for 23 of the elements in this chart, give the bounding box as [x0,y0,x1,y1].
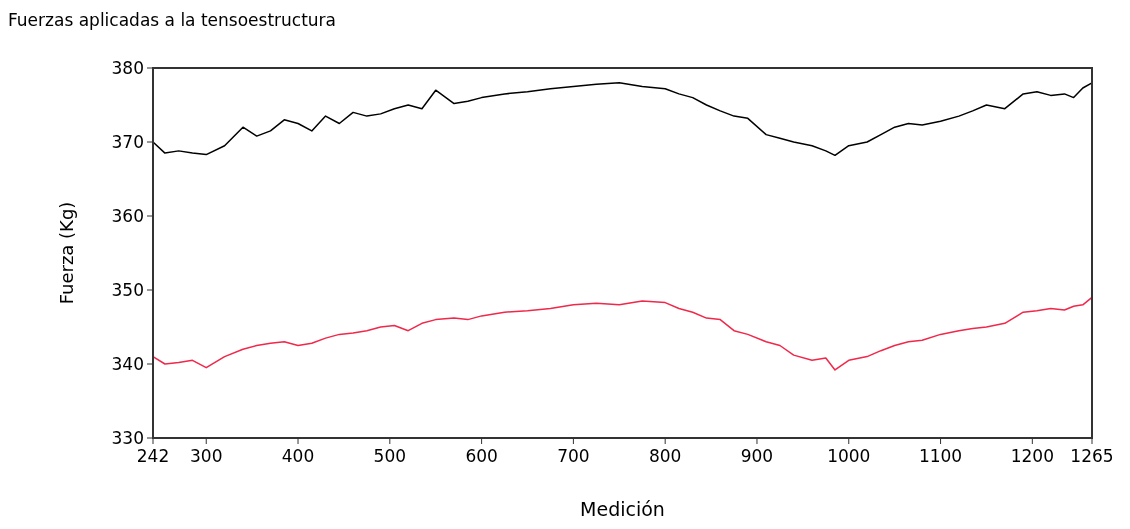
chart-title: Fuerzas aplicadas a la tensoestructura [8,10,337,30]
x-tick-label: 1100 [918,446,963,466]
y-tick-label: 330 [111,427,144,448]
x-tick-label: 700 [557,446,590,466]
y-tick-label: 370 [111,131,144,152]
line-series [152,296,1093,371]
y-tick-label: 380 [111,57,144,78]
y-tick-label: 350 [111,279,144,300]
y-tick-label: 360 [111,205,144,226]
y-axis-title: Fuerza (Kg) [56,201,77,305]
x-tick-label: 900 [740,446,774,466]
x-tick-label: 400 [281,446,315,466]
x-tick-label: 1200 [1010,446,1054,466]
line-series [152,82,1093,157]
x-tick-label: 500 [373,446,407,466]
y-tick-label: 340 [111,353,144,374]
x-axis-title: Medición [580,498,665,520]
x-tick-label: 242 [136,446,170,466]
x-tick-label: 800 [648,446,682,466]
x-tick-label: 1265 [1070,446,1114,466]
x-tick-label: 1000 [827,446,871,466]
x-tick-label: 600 [465,446,498,466]
x-tick-label: 300 [190,446,223,466]
